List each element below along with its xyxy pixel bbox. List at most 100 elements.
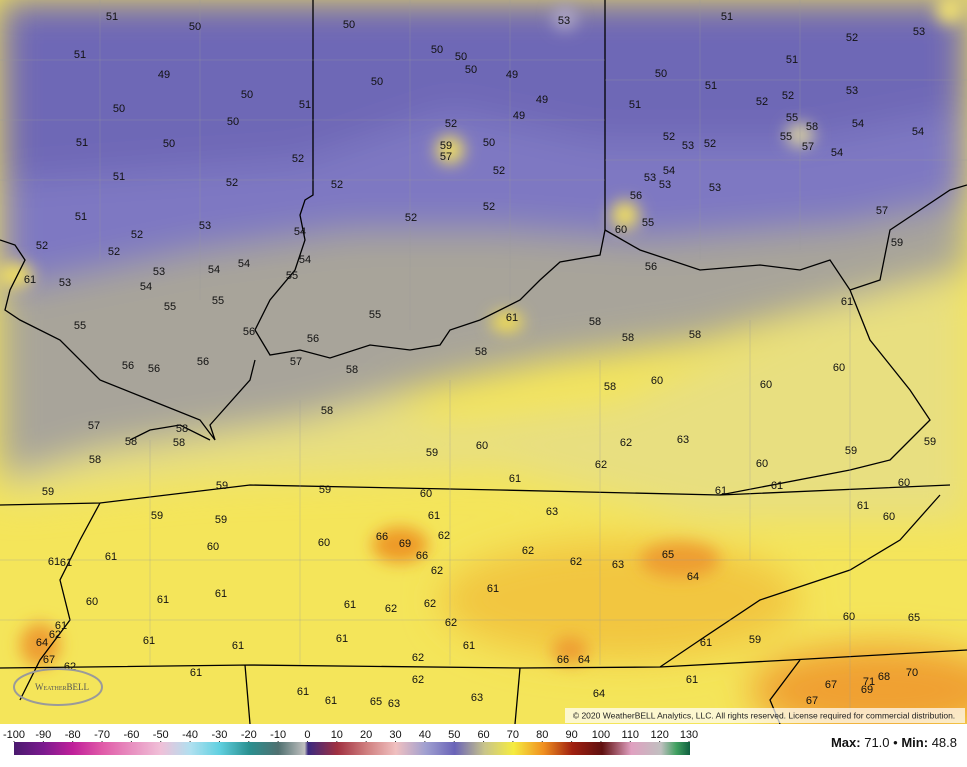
station-value: 53: [644, 172, 656, 184]
colorbar-ticks: -100 -90 -80 -70 -60 -50 -40 -30 -20 -10 0 10 20 30 40…: [3, 729, 698, 742]
station-value: 52: [483, 201, 495, 213]
station-value: 61: [105, 551, 117, 563]
colorbar-tick-label: -60: [123, 729, 139, 741]
station-value: 51: [75, 211, 87, 223]
colorbar-tick-label: -20: [241, 729, 257, 741]
station-value: 60: [86, 596, 98, 608]
station-value: 52: [292, 153, 304, 165]
colorbar-tick-label: -10: [270, 729, 286, 741]
station-value: 52: [756, 96, 768, 108]
colorbar-tick-label: 120: [650, 729, 668, 741]
station-value: 71: [863, 676, 875, 688]
station-value: 59: [924, 436, 936, 448]
station-value: 55: [286, 270, 298, 282]
station-value: 59: [891, 237, 903, 249]
station-value: 62: [445, 617, 457, 629]
station-value: 55: [212, 295, 224, 307]
station-value: 59: [215, 514, 227, 526]
borders: [0, 0, 967, 725]
station-value: 61: [215, 588, 227, 600]
station-value: 69: [399, 538, 411, 550]
station-value: 59: [845, 445, 857, 457]
station-value: 58: [89, 454, 101, 466]
station-value: 62: [595, 459, 607, 471]
station-value: 50: [189, 21, 201, 33]
station-value: 55: [642, 217, 654, 229]
station-value: 56: [630, 190, 642, 202]
station-value: 52: [663, 131, 675, 143]
station-value: 57: [88, 420, 100, 432]
station-value: 55: [780, 131, 792, 143]
station-value: 61: [344, 599, 356, 611]
station-value: 58: [173, 437, 185, 449]
station-value: 53: [846, 85, 858, 97]
copyright-bg: [565, 708, 965, 723]
map-background: [0, 0, 967, 735]
station-value: 54: [912, 126, 924, 138]
station-value: 62: [385, 603, 397, 615]
station-value: 57: [802, 141, 814, 153]
station-value: 55: [164, 301, 176, 313]
station-value: 59: [151, 510, 163, 522]
station-value: 61: [686, 674, 698, 686]
station-value: 62: [620, 437, 632, 449]
station-value: 65: [908, 612, 920, 624]
station-value: 58: [622, 332, 634, 344]
station-value: 63: [388, 698, 400, 710]
station-value: 52: [131, 229, 143, 241]
station-value: 54: [663, 165, 675, 177]
colorbar-tick-label: -90: [35, 729, 51, 741]
colorbar-tick-label: -100: [3, 729, 25, 741]
station-value: 50: [431, 44, 443, 56]
station-value: 52: [704, 138, 716, 150]
station-value: 53: [682, 140, 694, 152]
colorbar-tick-label: 110: [622, 729, 640, 741]
colorbar-tick-label: 80: [536, 729, 548, 741]
station-value: 68: [878, 671, 890, 683]
station-value: 56: [197, 356, 209, 368]
station-value: 62: [412, 652, 424, 664]
station-value: 56: [307, 333, 319, 345]
station-value: 60: [883, 511, 895, 523]
station-value: 52: [445, 118, 457, 130]
station-value: 53: [659, 179, 671, 191]
station-value: 50: [465, 64, 477, 76]
station-value: 63: [546, 506, 558, 518]
max-min: Max: 71.0 • Min: 48.8: [831, 735, 957, 750]
station-value: 67: [43, 654, 55, 666]
colorbar-tick-label: 20: [360, 729, 372, 741]
station-value: 61: [715, 485, 727, 497]
station-value: 61: [857, 500, 869, 512]
station-value: 60: [207, 541, 219, 553]
county-lines: [0, 0, 967, 720]
station-value: 59: [749, 634, 761, 646]
colorbar: [14, 742, 690, 755]
station-value: 61: [55, 620, 67, 632]
colorbar-tick-label: 130: [680, 729, 698, 741]
colorbar-tick-label: 40: [419, 729, 431, 741]
station-value: 61: [157, 594, 169, 606]
max-value: 71.0: [864, 735, 889, 750]
station-value: 62: [49, 629, 61, 641]
station-value: 56: [122, 360, 134, 372]
colorbar-tick-label: 0: [304, 729, 310, 741]
station-value: 55: [74, 320, 86, 332]
station-value: 61: [60, 557, 72, 569]
station-value: 60: [615, 224, 627, 236]
station-value: 67: [806, 695, 818, 707]
station-value: 65: [370, 696, 382, 708]
max-label: Max:: [831, 735, 861, 750]
min-label: Min:: [901, 735, 928, 750]
station-value: 61: [841, 296, 853, 308]
station-value: 61: [190, 667, 202, 679]
station-value: 64: [36, 637, 48, 649]
station-value: 58: [806, 121, 818, 133]
station-value: 67: [825, 679, 837, 691]
station-value: 61: [48, 556, 60, 568]
copyright: © 2020 WeatherBELL Analytics, LLC. All r…: [573, 710, 955, 720]
station-value: 51: [721, 11, 733, 23]
station-value: 51: [113, 171, 125, 183]
station-value: 58: [475, 346, 487, 358]
station-value: 49: [536, 94, 548, 106]
